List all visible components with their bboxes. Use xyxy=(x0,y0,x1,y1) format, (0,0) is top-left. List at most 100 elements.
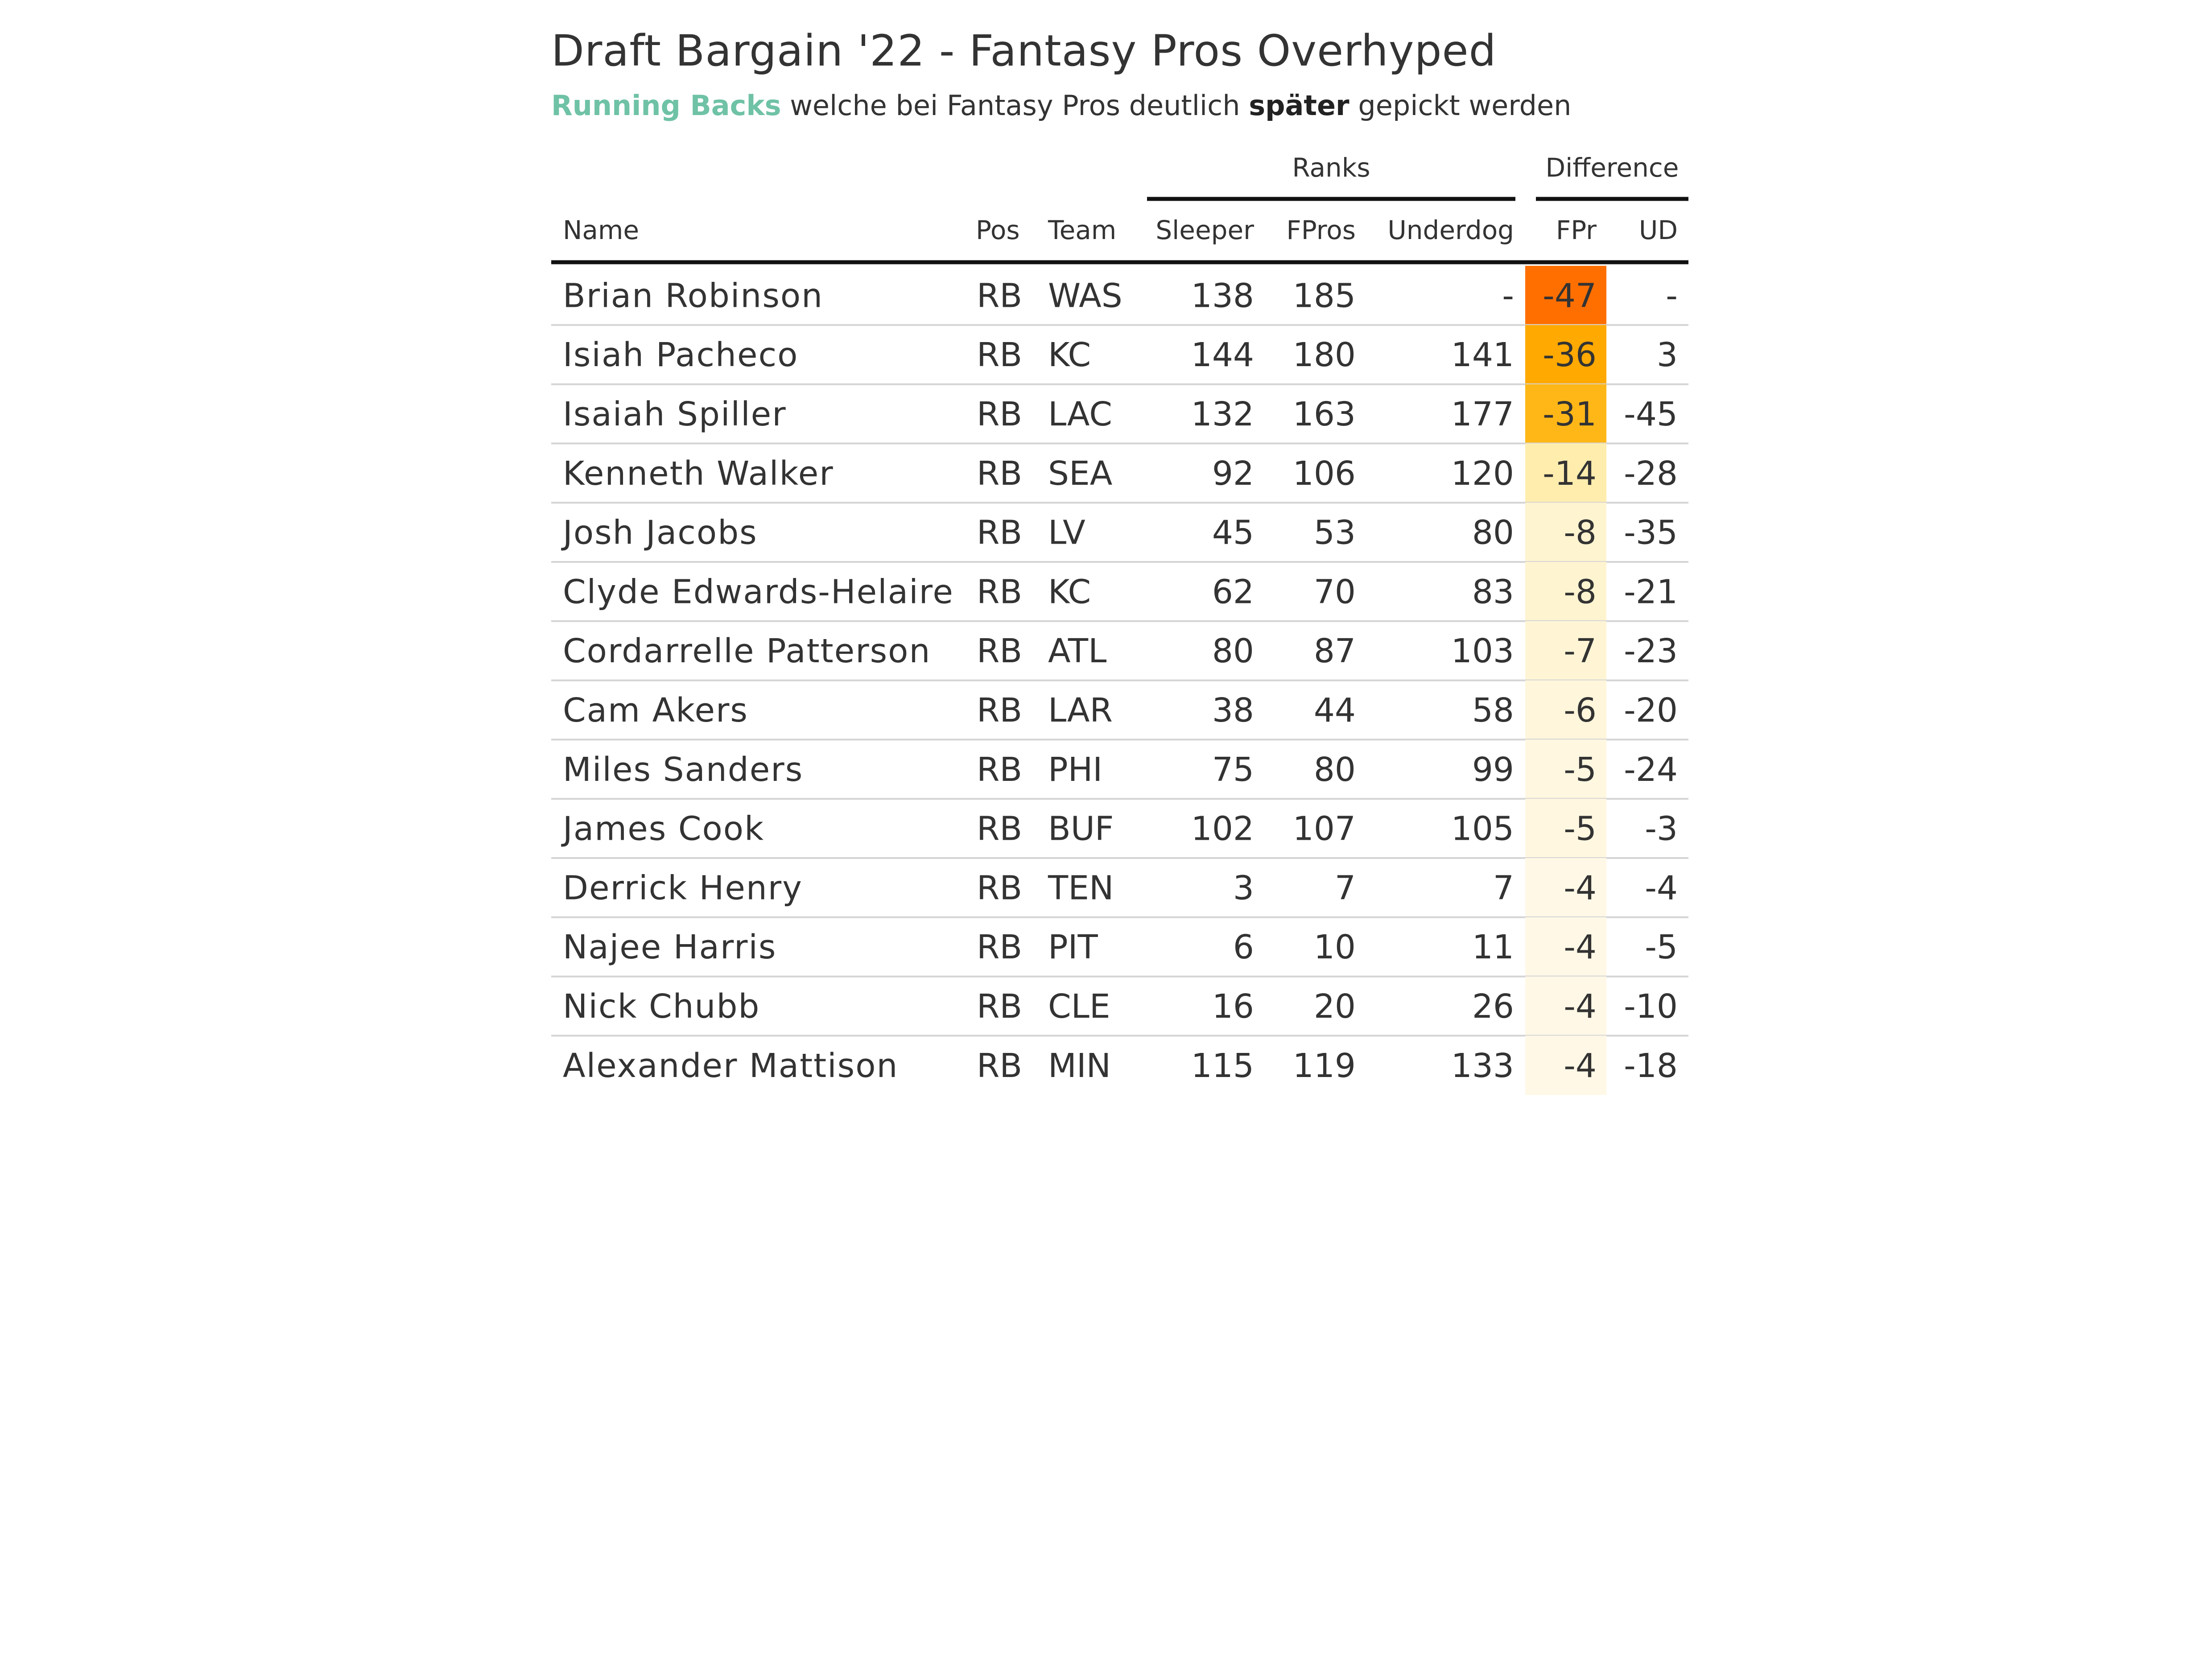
table-cell-ud: -21 xyxy=(1624,573,1678,611)
table-cell-fpr: -4 xyxy=(1564,987,1597,1026)
heat-cell xyxy=(1525,621,1606,681)
table-cell-team: ATL xyxy=(1048,632,1106,670)
column-header-team: Team xyxy=(1048,215,1116,245)
table-cell-sleeper: 38 xyxy=(1212,691,1254,730)
table-cell-team: MIN xyxy=(1048,1047,1111,1085)
subtitle-part2: gepickt werden xyxy=(1349,89,1572,122)
table-cell-pos: RB xyxy=(977,810,1022,848)
table-cell-fpr: -4 xyxy=(1564,928,1597,966)
heat-cell xyxy=(1525,1036,1606,1095)
table-cell-pos: RB xyxy=(977,751,1022,789)
table-cell-fpros: 44 xyxy=(1314,691,1356,730)
table-cell-fpr: -47 xyxy=(1543,276,1597,315)
table-cell-team: LV xyxy=(1048,514,1085,552)
heat-cell xyxy=(1525,325,1606,384)
table-cell-fpros: 107 xyxy=(1293,810,1356,848)
column-header-fpros: FPros xyxy=(1286,215,1356,245)
table-cell-underdog: 26 xyxy=(1472,987,1514,1026)
table-cell-fpr: -5 xyxy=(1564,810,1597,848)
table-cell-ud: -5 xyxy=(1645,928,1678,966)
table-cell-fpros: 70 xyxy=(1314,573,1356,611)
table-cell-name: Brian Robinson xyxy=(563,276,823,315)
table-cell-sleeper: 92 xyxy=(1212,454,1254,493)
table-cell-team: LAR xyxy=(1048,691,1113,730)
table-cell-sleeper: 62 xyxy=(1212,573,1254,611)
table-cell-pos: RB xyxy=(977,454,1022,493)
column-header-ud: UD xyxy=(1639,215,1678,245)
table-cell-fpr: -4 xyxy=(1564,1047,1597,1085)
table-cell-team: PHI xyxy=(1048,751,1102,789)
table-cell-fpros: 106 xyxy=(1293,454,1356,493)
table-cell-fpr: -8 xyxy=(1564,573,1597,611)
table-cell-fpr: -8 xyxy=(1564,514,1597,552)
table-cell-fpros: 7 xyxy=(1335,869,1356,907)
table-cell-name: Nick Chubb xyxy=(563,987,760,1026)
table-cell-sleeper: 138 xyxy=(1191,276,1254,315)
table-cell-underdog: - xyxy=(1502,276,1514,315)
subtitle-highlight: Running Backs xyxy=(551,89,781,122)
heat-cell xyxy=(1525,680,1606,740)
table-cell-sleeper: 3 xyxy=(1233,869,1254,907)
table-cell-sleeper: 75 xyxy=(1212,751,1254,789)
table-cell-ud: -18 xyxy=(1624,1047,1678,1085)
table-cell-team: KC xyxy=(1048,573,1091,611)
table-cell-sleeper: 115 xyxy=(1191,1047,1254,1085)
table-cell-name: Clyde Edwards-Helaire xyxy=(563,573,954,611)
table-cell-name: Josh Jacobs xyxy=(561,514,758,552)
table-cell-underdog: 103 xyxy=(1451,632,1514,670)
table-cell-fpr: -36 xyxy=(1543,336,1597,374)
table-cell-team: CLE xyxy=(1048,987,1110,1026)
heat-cell xyxy=(1525,976,1606,1036)
table-cell-pos: RB xyxy=(977,928,1022,966)
spanner-label-ranks: Ranks xyxy=(1292,153,1370,183)
table-cell-name: James Cook xyxy=(561,810,764,848)
table-cell-team: BUF xyxy=(1048,810,1114,848)
table-cell-fpros: 53 xyxy=(1314,514,1356,552)
table-cell-pos: RB xyxy=(977,632,1022,670)
heat-cell xyxy=(1525,266,1606,325)
table-cell-sleeper: 6 xyxy=(1233,928,1254,966)
table-cell-ud: - xyxy=(1666,276,1678,315)
spanner-label-difference: Difference xyxy=(1545,153,1679,183)
heat-cell xyxy=(1525,917,1606,977)
subtitle-bold: später xyxy=(1249,89,1349,122)
table-cell-team: LAC xyxy=(1048,395,1112,433)
heat-cell xyxy=(1525,799,1606,858)
table-cell-underdog: 83 xyxy=(1472,573,1514,611)
table-cell-sleeper: 80 xyxy=(1212,632,1254,670)
table-cell-underdog: 99 xyxy=(1472,751,1514,789)
table-cell-underdog: 11 xyxy=(1472,928,1514,966)
column-header-pos: Pos xyxy=(976,215,1020,245)
table-cell-underdog: 80 xyxy=(1472,514,1514,552)
column-header-underdog: Underdog xyxy=(1387,215,1514,245)
table-cell-pos: RB xyxy=(977,276,1022,315)
table-cell-fpr: -4 xyxy=(1564,869,1597,907)
table-cell-name: Cam Akers xyxy=(563,691,748,730)
table-cell-sleeper: 144 xyxy=(1191,336,1254,374)
subtitle-part1: welche bei Fantasy Pros deutlich xyxy=(781,89,1249,122)
table-cell-fpros: 180 xyxy=(1293,336,1356,374)
heat-cell xyxy=(1525,858,1606,917)
table-cell-underdog: 58 xyxy=(1472,691,1514,730)
table-cell-fpr: -31 xyxy=(1543,395,1597,433)
heat-cell xyxy=(1525,384,1606,444)
table-cell-sleeper: 102 xyxy=(1191,810,1254,848)
table-cell-pos: RB xyxy=(977,691,1022,730)
table-cell-underdog: 133 xyxy=(1451,1047,1514,1085)
chart-subtitle: Running Backs welche bei Fantasy Pros de… xyxy=(551,89,1571,122)
table-cell-fpr: -14 xyxy=(1543,454,1597,493)
table-cell-pos: RB xyxy=(977,869,1022,907)
table-cell-name: Alexander Mattison xyxy=(563,1047,898,1085)
table-cell-fpr: -5 xyxy=(1564,751,1597,789)
table-cell-underdog: 177 xyxy=(1451,395,1514,433)
table-cell-name: Cordarrelle Patterson xyxy=(563,632,931,670)
table-cell-fpros: 80 xyxy=(1314,751,1356,789)
table-cell-ud: -45 xyxy=(1624,395,1678,433)
table-cell-ud: -23 xyxy=(1624,632,1678,670)
table-cell-fpros: 185 xyxy=(1293,276,1356,315)
table-cell-ud: -24 xyxy=(1624,751,1678,789)
table-cell-sleeper: 45 xyxy=(1212,514,1254,552)
table-cell-team: SEA xyxy=(1048,454,1113,493)
heat-cell xyxy=(1525,562,1606,621)
